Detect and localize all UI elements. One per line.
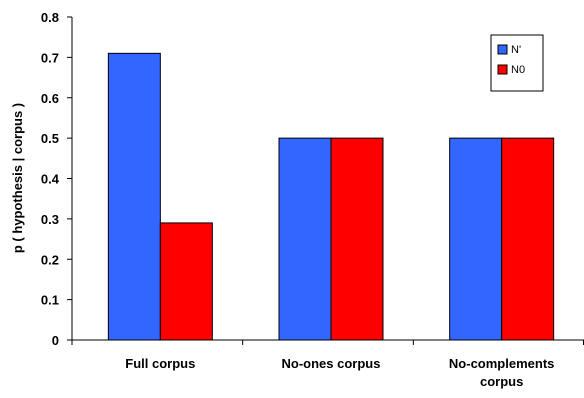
bar-n-2 xyxy=(449,137,503,341)
y-tick-label: 0.2 xyxy=(41,252,59,267)
y-tick-label: 0.3 xyxy=(41,212,59,227)
y-tick-label: 0 xyxy=(52,333,59,348)
y-tick-label: 0.5 xyxy=(41,131,59,146)
bar-n0-0 xyxy=(159,222,213,341)
x-category-label: No-complements corpus xyxy=(449,356,554,389)
legend-swatch-0 xyxy=(497,44,508,55)
plot-area: 0 0.1 0.2 0.3 0.4 0.5 0.6 0.7 0.8 Full corpus No-o… xyxy=(41,10,584,389)
bar-n-1 xyxy=(278,137,332,341)
y-axis-title-group: p ( hypothesis | corpus ) xyxy=(10,103,25,253)
x-category-label: Full corpus xyxy=(125,356,195,371)
bar-n0-1 xyxy=(330,137,384,341)
legend-box xyxy=(490,34,544,92)
legend-label-0: N' xyxy=(511,44,521,56)
bar-n0-2 xyxy=(501,137,555,341)
y-tick-label: 0.6 xyxy=(41,91,59,106)
y-tick-label: 0.4 xyxy=(41,172,60,187)
y-tick-label: 0.8 xyxy=(41,10,59,25)
legend: N' N0 xyxy=(490,34,544,92)
y-axis-title: p ( hypothesis | corpus ) xyxy=(10,103,25,253)
y-tick-label: 0.7 xyxy=(41,50,59,65)
legend-swatch-1 xyxy=(497,64,508,75)
x-category-label: No-ones corpus xyxy=(282,356,381,371)
legend-label-1: N0 xyxy=(511,64,525,76)
bar-n-0 xyxy=(107,52,161,341)
y-tick-label: 0.1 xyxy=(41,293,59,308)
